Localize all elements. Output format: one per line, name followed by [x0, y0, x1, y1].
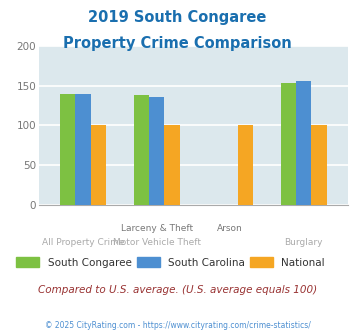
- Text: Compared to U.S. average. (U.S. average equals 100): Compared to U.S. average. (U.S. average …: [38, 285, 317, 295]
- Bar: [238, 125, 253, 205]
- Legend: South Congaree, South Carolina, National: South Congaree, South Carolina, National: [16, 257, 325, 268]
- Bar: [76, 94, 91, 205]
- Text: All Property Crime: All Property Crime: [42, 238, 124, 247]
- Text: Burglary: Burglary: [284, 238, 323, 247]
- Text: Motor Vehicle Theft: Motor Vehicle Theft: [113, 238, 201, 247]
- Bar: [149, 97, 164, 205]
- Bar: [91, 125, 106, 205]
- Bar: [280, 83, 296, 205]
- Bar: [296, 81, 311, 205]
- Text: Arson: Arson: [217, 224, 243, 233]
- Bar: [133, 95, 149, 205]
- Bar: [164, 125, 180, 205]
- Bar: [311, 125, 327, 205]
- Text: © 2025 CityRating.com - https://www.cityrating.com/crime-statistics/: © 2025 CityRating.com - https://www.city…: [45, 321, 310, 330]
- Text: Larceny & Theft: Larceny & Theft: [121, 224, 193, 233]
- Text: 2019 South Congaree: 2019 South Congaree: [88, 10, 267, 25]
- Text: Property Crime Comparison: Property Crime Comparison: [63, 36, 292, 51]
- Bar: [60, 94, 76, 205]
